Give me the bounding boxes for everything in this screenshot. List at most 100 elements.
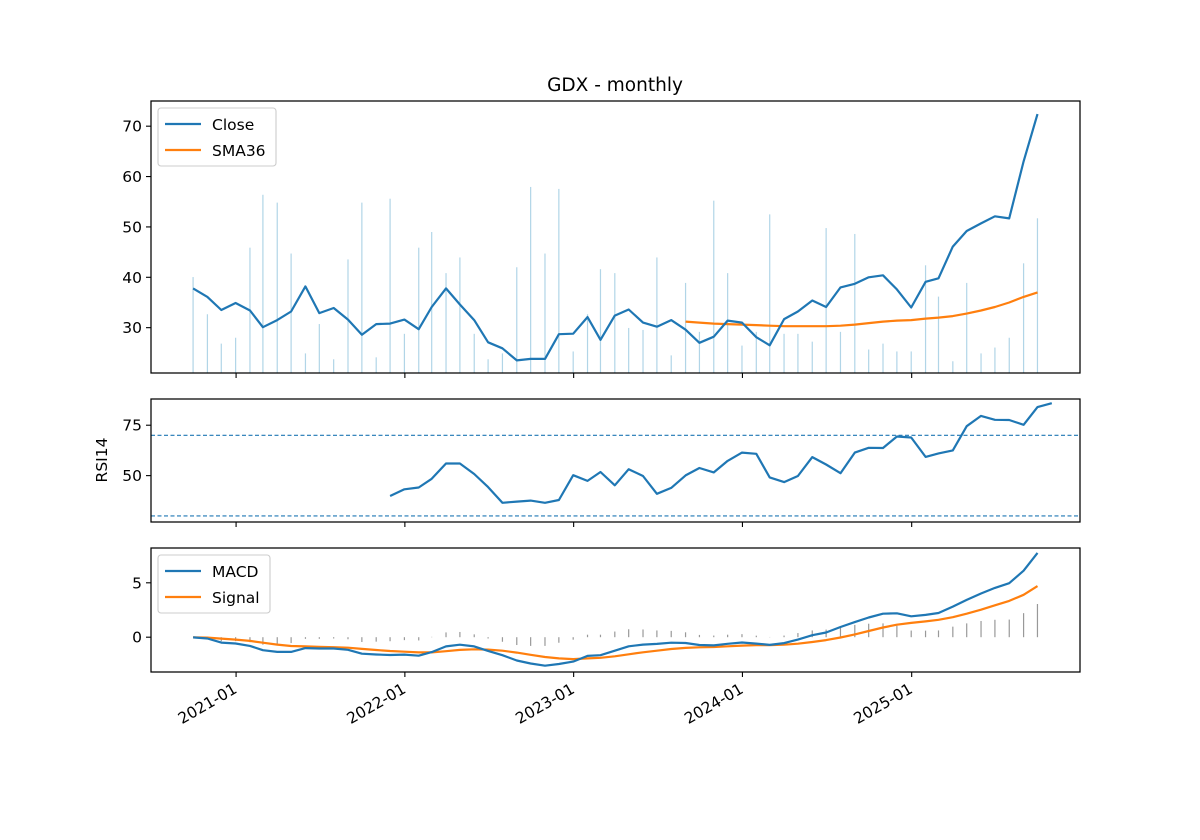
- volume-bar: [797, 333, 799, 373]
- macd-histogram-bar: [642, 629, 644, 638]
- volume-bar: [192, 277, 194, 373]
- macd-histogram-bar: [276, 637, 278, 645]
- volume-bar: [1022, 263, 1025, 373]
- chart-title: GDX - monthly: [547, 75, 683, 96]
- volume-bar: [318, 324, 320, 373]
- volume-bar: [656, 257, 658, 373]
- rsi-y-tick-label: 75: [122, 417, 142, 435]
- macd-histogram-bars: [206, 604, 1039, 646]
- macd-x-ticks: 2021-01 2022-01 2023-01 2024-01 2025-01: [175, 672, 916, 728]
- volume-bar: [811, 341, 813, 373]
- macd-histogram-bar: [418, 637, 420, 641]
- macd-histogram-bar: [713, 635, 715, 638]
- macd-histogram-bar: [445, 632, 447, 638]
- volume-bar: [530, 186, 532, 373]
- volume-bar: [966, 282, 968, 373]
- macd-x-tick-label: 2022-01: [344, 680, 409, 728]
- volume-bar: [403, 333, 406, 373]
- volume-bar: [642, 329, 644, 373]
- macd-histogram-bar: [361, 637, 363, 642]
- close-line: [192, 113, 1039, 362]
- volume-bar: [825, 228, 827, 373]
- volume-bar: [487, 359, 489, 373]
- macd-histogram-bar: [811, 630, 813, 638]
- legend-close-label: Close: [212, 116, 254, 134]
- price-y-tick-label: 40: [122, 269, 142, 287]
- macd-histogram-bar: [741, 634, 743, 638]
- volume-bar: [670, 355, 672, 373]
- volume-bar: [952, 361, 954, 373]
- macd-histogram-bar: [656, 630, 658, 638]
- rsi-x-ticks: [235, 522, 913, 527]
- rsi-axes-frame: [150, 398, 1081, 523]
- volume-bar: [333, 359, 335, 373]
- volume-bar: [783, 333, 785, 373]
- macd-histogram-bar: [952, 626, 954, 638]
- volume-bar: [276, 202, 278, 373]
- legend-signal-label: Signal: [212, 589, 260, 607]
- macd-histogram-bar: [910, 630, 912, 638]
- legend-macd-label: MACD: [212, 563, 259, 581]
- macd-lines: [193, 552, 1039, 667]
- macd-histogram-bar: [980, 620, 982, 638]
- signal-line: [193, 585, 1039, 661]
- price-lines: [192, 113, 1039, 362]
- volume-bar: [882, 343, 884, 373]
- volume-bar: [854, 233, 856, 373]
- macd-histogram-bar: [375, 637, 377, 642]
- macd-histogram-bar: [755, 635, 757, 638]
- macd-histogram-bar: [684, 632, 687, 638]
- macd-histogram-bar: [304, 637, 307, 639]
- volume-bar: [994, 347, 996, 373]
- volume-bar: [235, 337, 237, 373]
- macd-histogram-bar: [727, 634, 729, 638]
- volume-bar: [516, 267, 518, 373]
- volume-bar: [459, 257, 461, 373]
- volume-bar: [614, 273, 616, 373]
- volume-bar: [1008, 337, 1010, 373]
- macd-histogram-bar: [333, 637, 335, 639]
- rsi-line: [389, 402, 1053, 504]
- rsi-panel: 50 75 RSI14: [93, 398, 1081, 527]
- macd-histogram-bar: [389, 637, 391, 642]
- volume-bar: [361, 202, 363, 373]
- volume-bar: [839, 331, 842, 373]
- volume-bar: [755, 331, 757, 373]
- volume-bar: [572, 351, 574, 373]
- volume-bar: [896, 351, 898, 373]
- volume-bar: [628, 327, 630, 373]
- price-y-tick-label: 60: [122, 168, 142, 186]
- macd-histogram-bar: [994, 619, 996, 638]
- macd-panel: 05 2021-01 2022-01 2023-01 2024-01 2025-01 M…: [132, 547, 1081, 728]
- rsi-y-ticks: 50 75: [122, 417, 151, 485]
- volume-bar: [586, 314, 589, 373]
- price-legend-box: [157, 107, 277, 167]
- macd-histogram-bar: [1036, 604, 1039, 638]
- volume-bar: [910, 351, 912, 373]
- volume-bar: [741, 345, 743, 373]
- macd-histogram-bar: [882, 623, 884, 638]
- macd-legend: MACD Signal: [157, 554, 271, 614]
- volume-bar: [290, 253, 292, 373]
- volume-bar: [431, 231, 433, 373]
- macd-histogram-bar: [544, 637, 546, 646]
- macd-x-tick-label: 2023-01: [513, 680, 578, 728]
- volume-bar: [599, 269, 602, 373]
- macd-line: [193, 552, 1039, 667]
- price-y-tick-label: 70: [122, 118, 142, 136]
- macd-histogram-bar: [487, 637, 489, 639]
- volume-bar: [713, 200, 715, 373]
- volume-bar: [220, 343, 222, 373]
- rsi-y-axis-label: RSI14: [93, 438, 111, 483]
- price-axes-frame: [150, 100, 1081, 374]
- price-y-tick-label: 50: [122, 218, 142, 236]
- macd-histogram-bar: [599, 634, 602, 638]
- volume-bar: [445, 273, 447, 373]
- macd-histogram-bar: [262, 637, 264, 645]
- macd-histogram-bar: [1022, 613, 1025, 638]
- macd-x-tick-label: 2025-01: [851, 680, 916, 728]
- macd-histogram-bar: [1008, 619, 1010, 638]
- volume-bar: [389, 198, 391, 373]
- macd-histogram-bar: [347, 637, 349, 640]
